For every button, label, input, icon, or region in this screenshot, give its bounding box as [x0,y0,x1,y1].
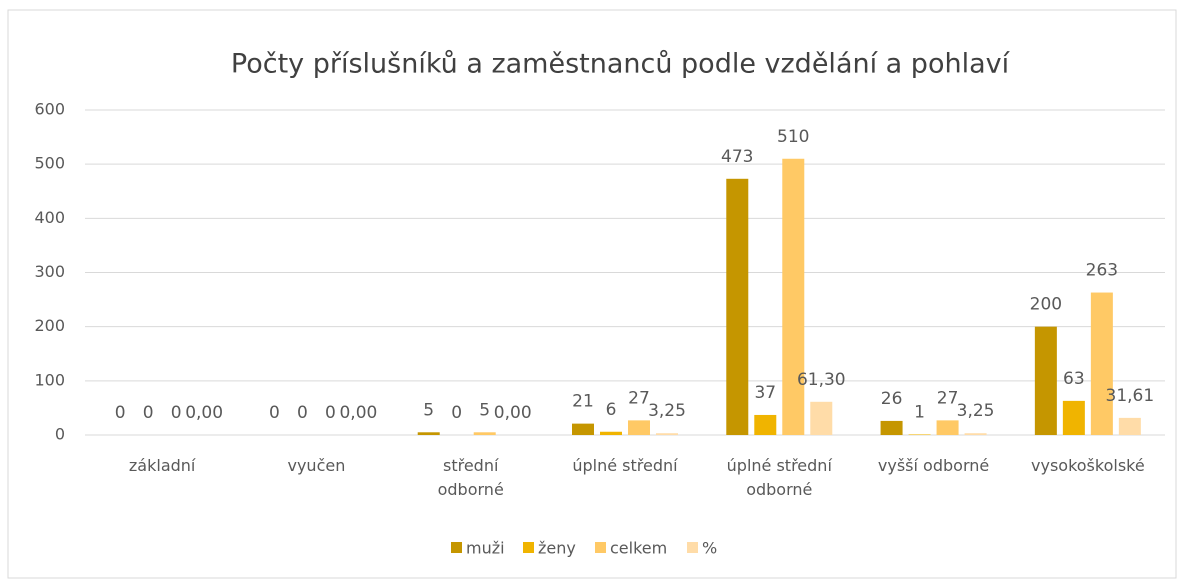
data-label: 0,00 [185,403,223,423]
data-label: 0 [451,403,462,423]
bar [726,178,749,435]
y-tick-label: 400 [34,208,65,227]
data-label: 0,00 [339,403,377,423]
bar [1062,400,1085,435]
chart-border [7,9,1177,579]
data-label: 63 [1063,369,1085,389]
bar [656,433,678,435]
y-tick-label: 200 [34,316,65,335]
legend-swatch [523,542,534,553]
legend-label: muži [466,539,505,558]
data-label: 510 [777,127,809,147]
bar [880,420,903,435]
data-label: 31,61 [1106,386,1155,406]
data-label: 3,25 [957,401,995,421]
data-label: 21 [572,392,594,412]
bar [964,433,987,435]
x-tick-label: vysokoškolské [1031,456,1145,475]
data-label: 0 [143,403,154,423]
data-label: 0 [297,403,308,423]
legend-label: celkem [610,539,667,558]
x-tick-label: základní [128,456,196,475]
data-label: 6 [606,400,617,420]
data-label: 37 [754,383,776,403]
bar [1034,326,1057,435]
y-tick-label: 600 [34,100,65,119]
y-tick-label: 0 [55,425,65,444]
y-tick-label: 100 [34,370,65,389]
data-label: 473 [721,147,753,167]
x-tick-label: vyšší odborné [877,456,990,475]
data-label: 0 [269,403,280,423]
data-label: 5 [423,400,434,420]
legend-swatch [595,542,606,553]
bar [1090,292,1113,435]
data-label: 26 [881,389,903,409]
x-tick-label: střední odborné [437,456,504,499]
data-label: 0 [171,403,182,423]
data-label: 0 [325,403,336,423]
data-label: 200 [1030,295,1062,315]
bar [908,434,931,435]
bar [417,432,440,435]
bar [782,158,805,435]
legend-swatch [451,542,462,553]
data-label: 27 [937,388,959,408]
data-label: 5 [479,400,490,420]
data-label: 61,30 [797,370,846,390]
legend-label: ženy [538,539,576,558]
bar [1118,417,1141,435]
bar [473,432,496,435]
bar [628,420,650,435]
chart-title: Počty příslušníků a zaměstnanců podle vz… [231,49,1011,80]
x-tick-label: úplné střední [572,456,678,475]
bar [754,414,777,435]
bar [936,420,959,435]
data-label: 0 [115,403,126,423]
y-tick-label: 300 [34,262,65,281]
data-label: 0,00 [494,403,532,423]
x-tick-label: vyučen [287,456,346,475]
y-tick-label: 500 [34,154,65,173]
data-label: 27 [628,388,650,408]
bar [572,423,594,435]
legend-swatch [687,542,698,553]
data-label: 1 [914,402,925,422]
bar [810,401,833,435]
legend-label: % [702,539,717,558]
data-label: 3,25 [648,401,686,421]
data-label: 263 [1086,261,1118,281]
bar [600,431,622,435]
x-tick-label: úplné střední odborné [726,456,832,499]
